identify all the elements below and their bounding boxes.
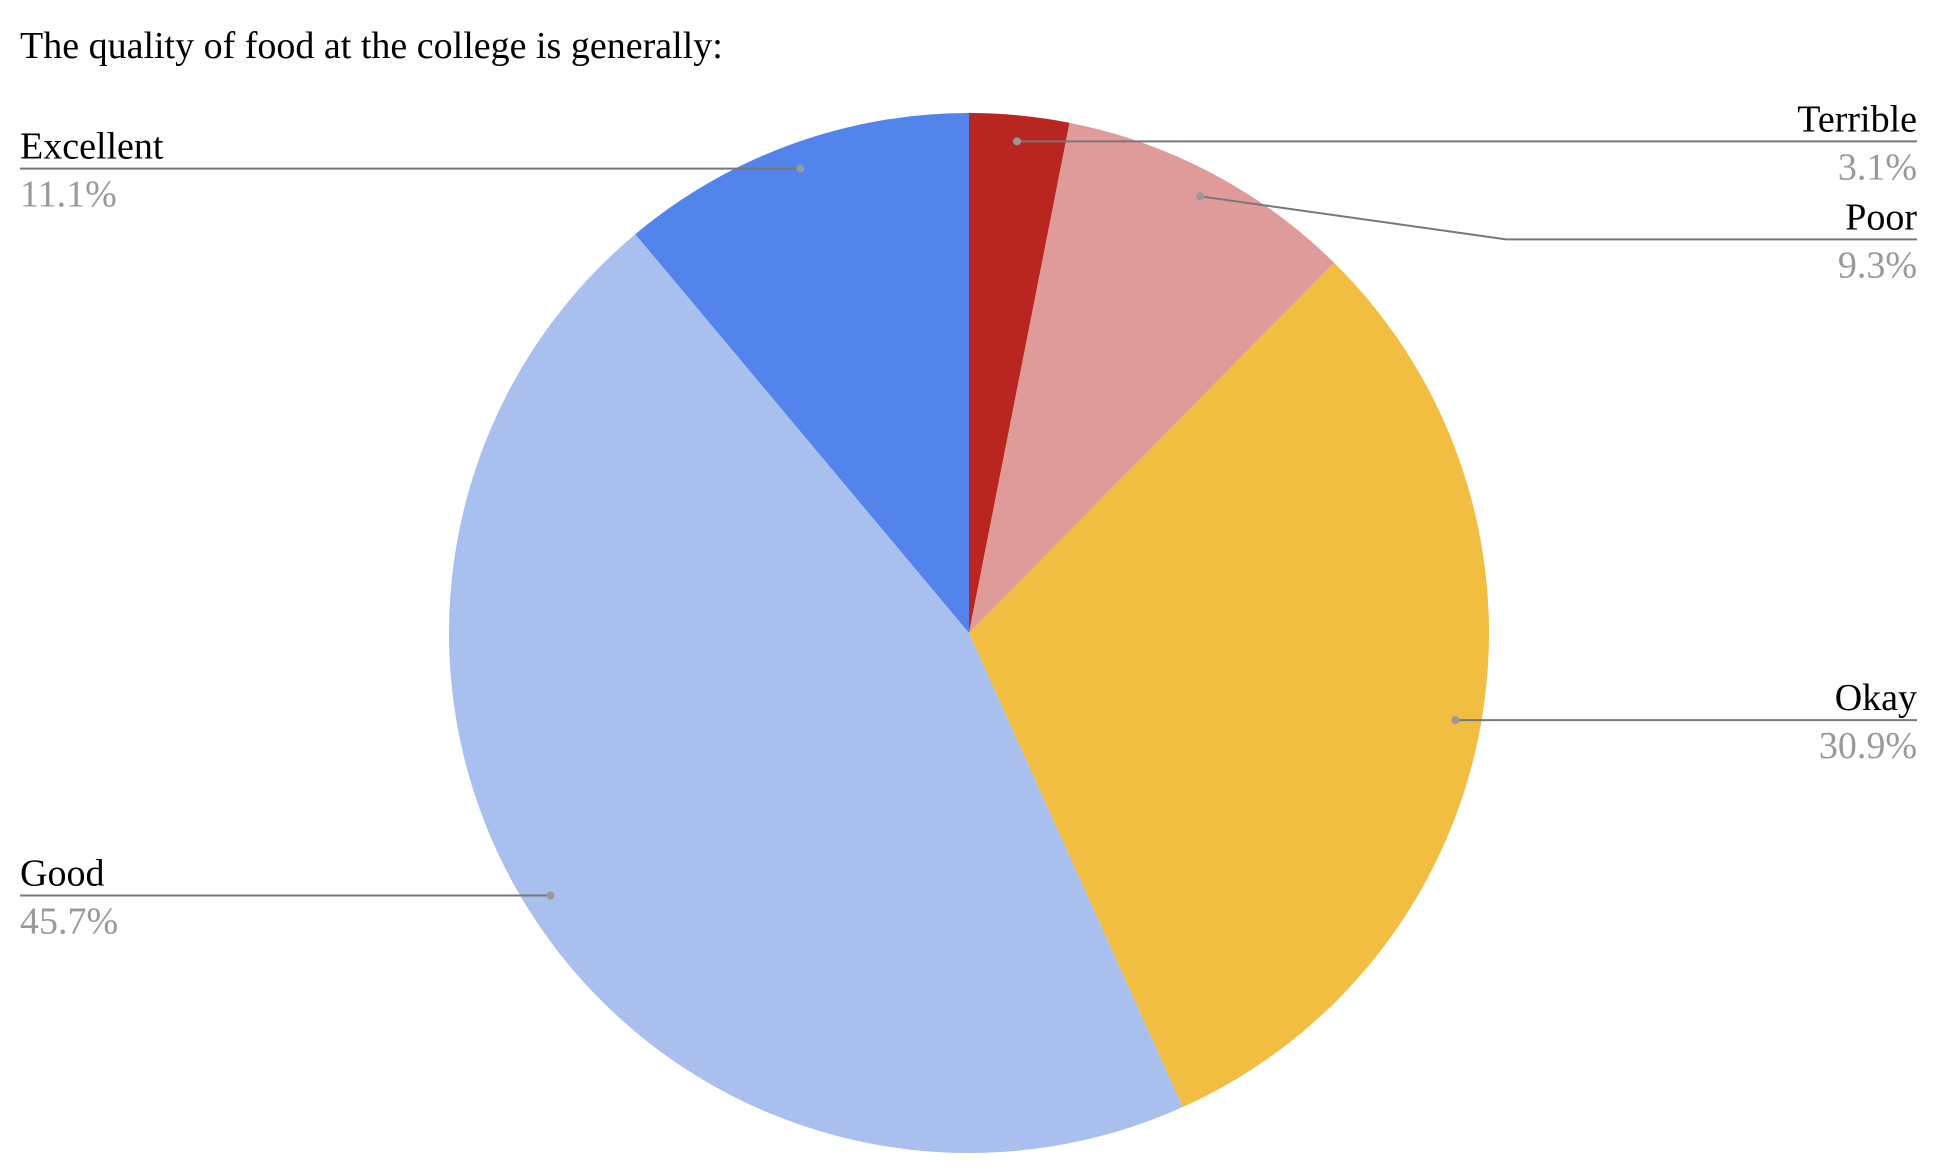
- leader-dot: [1451, 716, 1460, 725]
- slice-label: Poor: [1845, 196, 1917, 238]
- pie-slice: [969, 122, 1335, 633]
- slice-label: Terrible: [1797, 98, 1917, 140]
- leader-dot: [796, 164, 805, 173]
- leader-dot: [1195, 192, 1204, 201]
- slice-label: Okay: [1835, 677, 1917, 719]
- slice-value-label: 3.1%: [1838, 146, 1917, 188]
- chart-title: The quality of food at the college is ge…: [20, 25, 723, 67]
- pie-slice: [969, 262, 1489, 1108]
- slice-value-label: 9.3%: [1838, 244, 1917, 286]
- pie-slice: [969, 113, 1070, 633]
- pie-slice: [449, 234, 1183, 1153]
- leader-dot: [1012, 137, 1021, 146]
- slice-label: Excellent: [20, 126, 164, 168]
- leader-line: [1199, 195, 1917, 241]
- slice-value-label: 45.7%: [20, 900, 118, 942]
- pie-slice: [635, 113, 969, 633]
- slice-value-label: 11.1%: [20, 174, 117, 216]
- leader-dot: [546, 891, 555, 900]
- slice-value-label: 30.9%: [1819, 725, 1917, 767]
- slice-label: Good: [20, 852, 104, 894]
